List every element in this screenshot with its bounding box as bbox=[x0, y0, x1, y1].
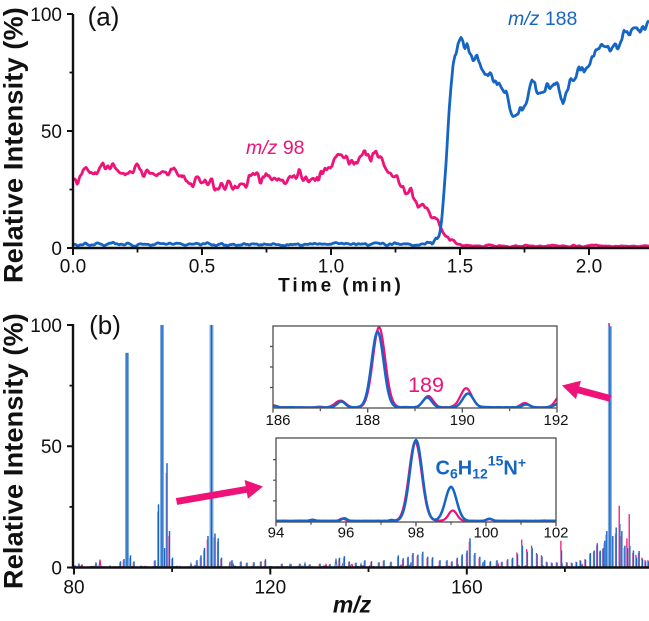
svg-text:98: 98 bbox=[408, 525, 425, 542]
svg-text:1.5: 1.5 bbox=[447, 257, 473, 278]
svg-text:188: 188 bbox=[355, 412, 380, 429]
svg-text:0: 0 bbox=[51, 239, 62, 260]
svg-text:189: 189 bbox=[408, 373, 444, 397]
svg-text:(b): (b) bbox=[89, 310, 121, 340]
svg-text:0.0: 0.0 bbox=[60, 257, 86, 278]
svg-text:100: 100 bbox=[30, 316, 62, 337]
svg-text:100: 100 bbox=[473, 525, 498, 542]
svg-text:102: 102 bbox=[543, 525, 568, 542]
svg-text:186: 186 bbox=[265, 412, 290, 429]
svg-text:160: 160 bbox=[451, 578, 483, 599]
svg-text:50: 50 bbox=[41, 437, 62, 458]
svg-text:Relative Intensity (%): Relative Intensity (%) bbox=[0, 7, 29, 283]
svg-text:Time (min): Time (min) bbox=[278, 276, 404, 297]
svg-text:50: 50 bbox=[41, 122, 62, 143]
svg-text:190: 190 bbox=[450, 412, 475, 429]
svg-text:94: 94 bbox=[268, 525, 285, 542]
svg-text:0.5: 0.5 bbox=[189, 257, 215, 278]
svg-text:m/z: m/z bbox=[333, 592, 372, 617]
svg-text:0: 0 bbox=[51, 559, 62, 580]
svg-text:m/z 188: m/z 188 bbox=[508, 8, 577, 30]
svg-text:2.0: 2.0 bbox=[576, 257, 602, 278]
svg-text:80: 80 bbox=[63, 578, 84, 599]
svg-text:192: 192 bbox=[543, 412, 568, 429]
svg-text:(a): (a) bbox=[88, 2, 120, 32]
svg-text:Relative Intensity (%): Relative Intensity (%) bbox=[0, 313, 29, 589]
svg-text:96: 96 bbox=[338, 525, 355, 542]
svg-text:120: 120 bbox=[254, 578, 286, 599]
svg-text:m/z 98: m/z 98 bbox=[246, 137, 305, 159]
svg-text:1.0: 1.0 bbox=[318, 257, 344, 278]
svg-text:100: 100 bbox=[30, 5, 62, 26]
